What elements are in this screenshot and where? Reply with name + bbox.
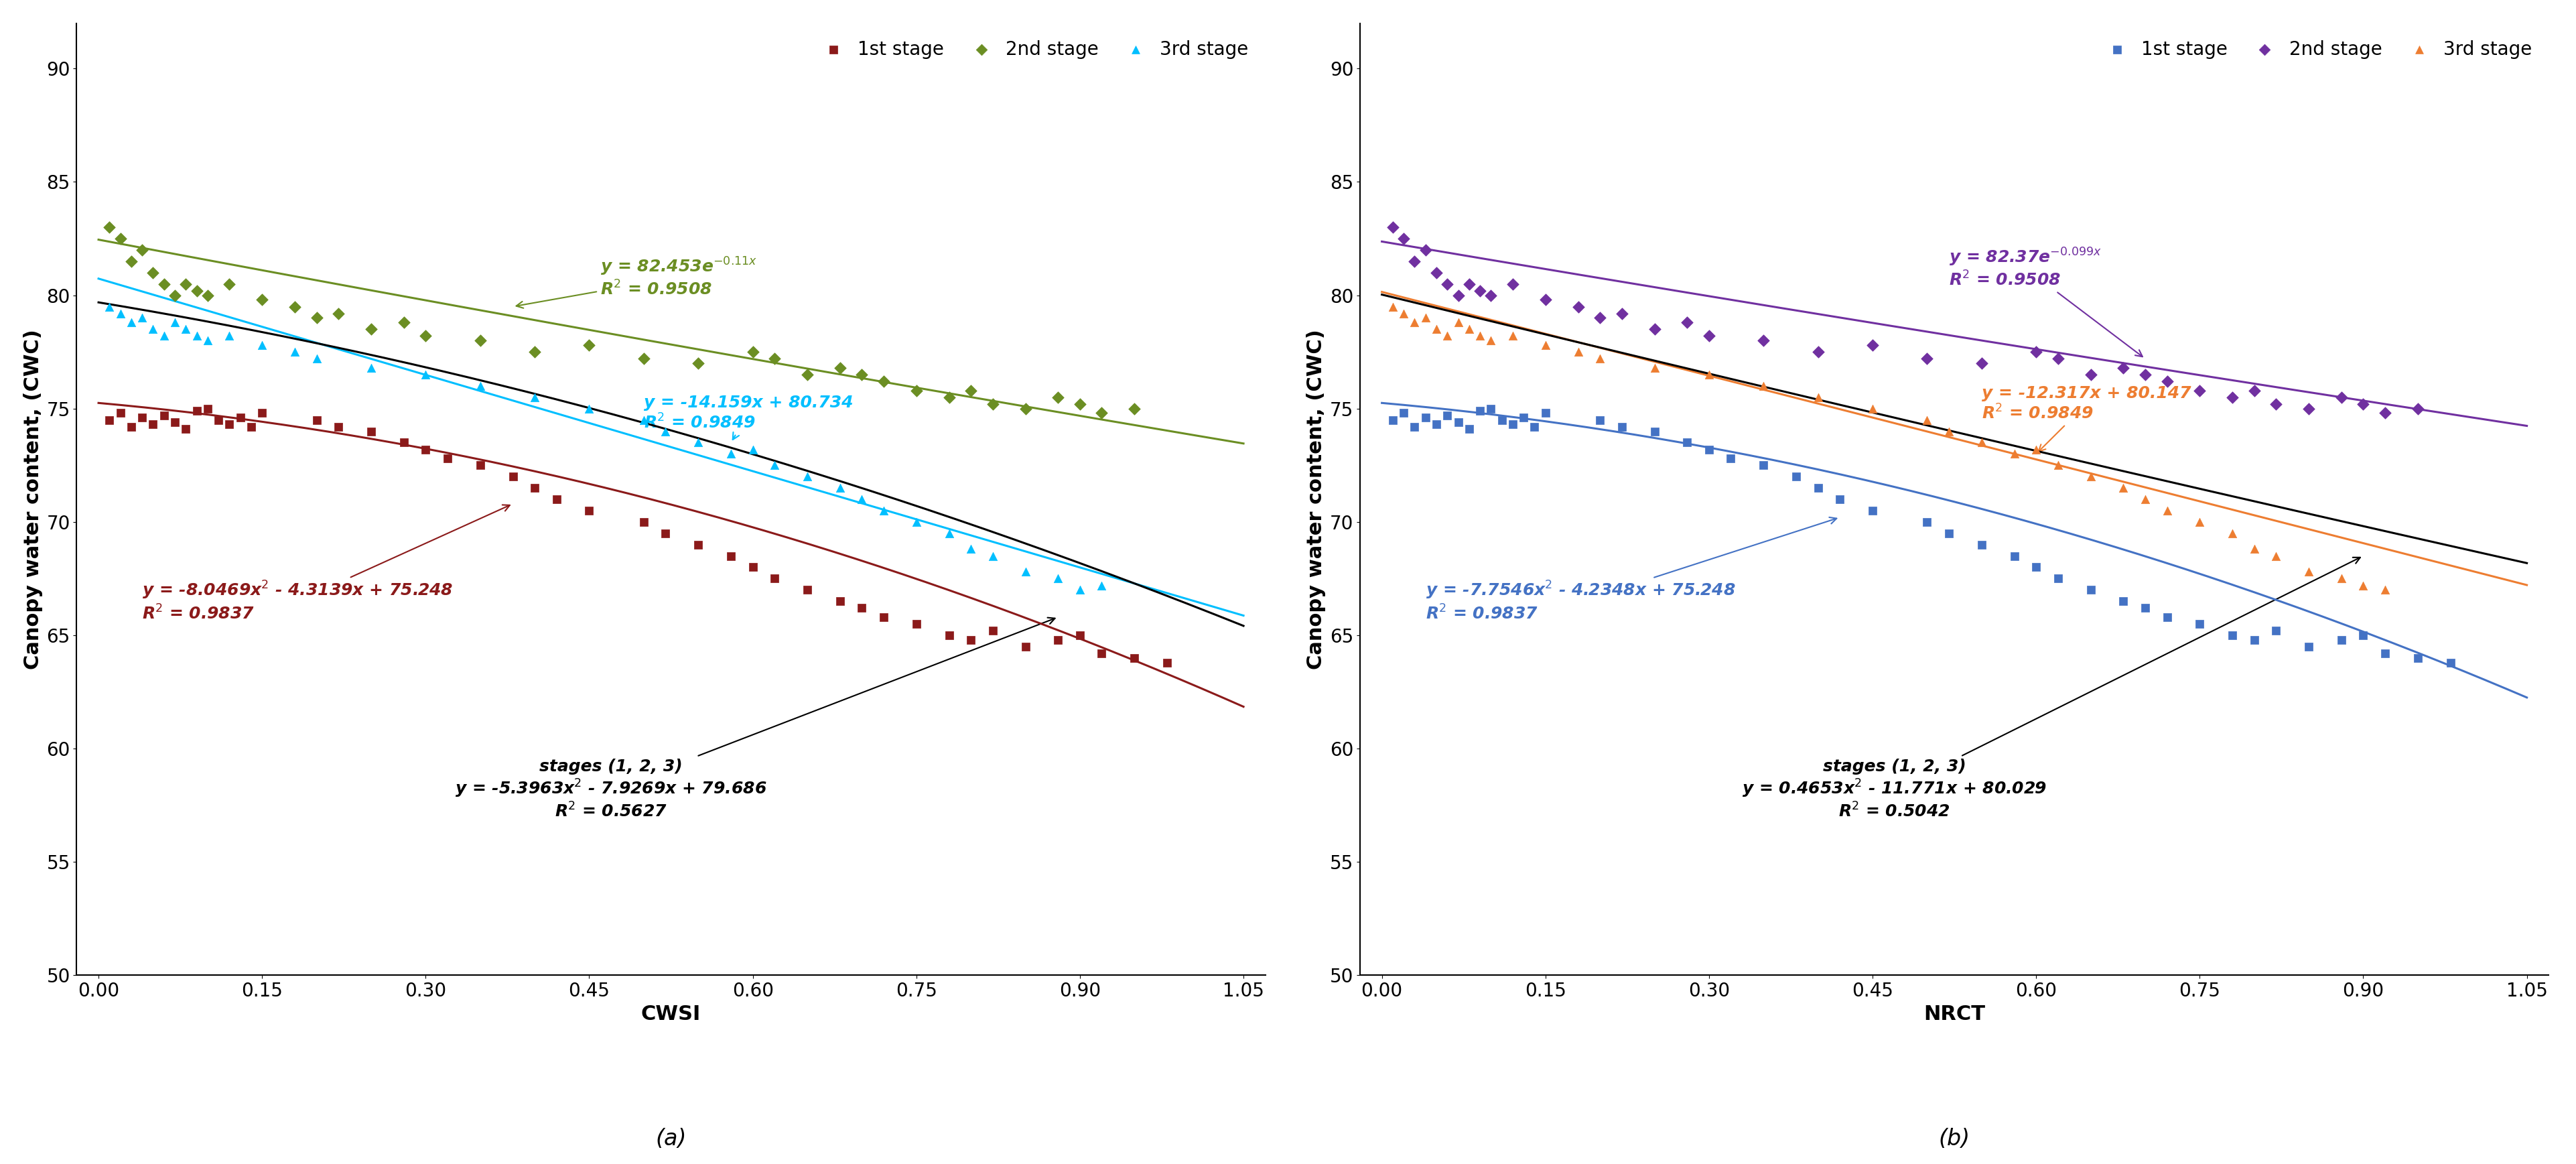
Point	[404, 327, 446, 346]
Point	[644, 421, 685, 440]
Point	[1744, 456, 1785, 475]
Point	[209, 416, 250, 434]
Point	[1852, 502, 1893, 520]
Point	[175, 282, 216, 300]
X-axis label: NRCT: NRCT	[1924, 1005, 1986, 1023]
Point	[2102, 592, 2143, 611]
Point	[1146, 653, 1188, 672]
Point	[1373, 218, 1414, 236]
Point	[1558, 297, 1600, 315]
Point	[165, 320, 206, 339]
Point	[175, 402, 216, 420]
Point	[1471, 286, 1512, 305]
Text: y = -12.317x + 80.147
R$^{2}$ = 0.9849: y = -12.317x + 80.147 R$^{2}$ = 0.9849	[1981, 385, 2192, 452]
Point	[121, 308, 162, 327]
X-axis label: CWSI: CWSI	[641, 1005, 701, 1023]
Point	[1633, 359, 1674, 377]
Point	[842, 490, 884, 509]
Point	[350, 320, 392, 339]
Point	[677, 433, 719, 452]
Point	[100, 229, 142, 248]
Point	[88, 297, 129, 315]
Point	[1710, 449, 1752, 468]
Point	[2398, 648, 2439, 667]
Point	[536, 490, 577, 509]
Legend: 1st stage, 2nd stage, 3rd stage: 1st stage, 2nd stage, 3rd stage	[2092, 33, 2540, 66]
Point	[209, 327, 250, 346]
Point	[1687, 365, 1728, 384]
Point	[677, 535, 719, 554]
Point	[1373, 411, 1414, 430]
Point	[1448, 320, 1489, 339]
Text: stages (1, 2, 3)
y = 0.4653x$^{2}$ - 11.771x + 80.029
R$^{2}$ = 0.5042: stages (1, 2, 3) y = 0.4653x$^{2}$ - 11.…	[1741, 558, 2360, 821]
Point	[2071, 365, 2112, 384]
Point	[2102, 478, 2143, 497]
Point	[188, 332, 229, 350]
Text: y = -8.0469x$^{2}$ - 4.3139x + 75.248
R$^{2}$ = 0.9837: y = -8.0469x$^{2}$ - 4.3139x + 75.248 R$…	[142, 505, 510, 623]
Point	[1906, 349, 1947, 368]
Point	[350, 421, 392, 440]
Point	[155, 286, 196, 305]
Point	[1417, 320, 1458, 339]
Point	[863, 502, 904, 520]
Point	[711, 445, 752, 463]
Point	[1579, 411, 1620, 430]
Point	[1038, 631, 1079, 650]
Point	[1906, 512, 1947, 531]
Point	[1113, 648, 1154, 667]
Point	[2014, 558, 2056, 576]
Point	[515, 388, 556, 406]
Point	[1667, 433, 1708, 452]
Point	[459, 332, 500, 350]
Point	[1633, 320, 1674, 339]
Point	[1038, 569, 1079, 588]
Point	[2179, 615, 2221, 633]
Point	[1082, 576, 1123, 595]
Point	[2257, 547, 2298, 566]
Point	[242, 404, 283, 423]
Point	[2287, 562, 2329, 581]
Point	[1448, 420, 1489, 439]
Point	[144, 275, 185, 293]
Point	[428, 449, 469, 468]
Point	[569, 502, 611, 520]
Point	[384, 433, 425, 452]
Point	[1417, 416, 1458, 434]
Y-axis label: Canopy water content, (CWC): Canopy water content, (CWC)	[23, 329, 44, 669]
Point	[786, 581, 827, 599]
Text: stages (1, 2, 3)
y = -5.3963x$^{2}$ - 7.9269x + 79.686
R$^{2}$ = 0.5627: stages (1, 2, 3) y = -5.3963x$^{2}$ - 7.…	[456, 618, 1056, 821]
Point	[1994, 445, 2035, 463]
Text: (b): (b)	[1940, 1128, 1971, 1150]
Point	[1082, 404, 1123, 423]
Point	[1492, 327, 1533, 346]
Point	[644, 524, 685, 542]
Point	[1852, 399, 1893, 418]
Point	[1579, 349, 1620, 368]
Point	[2287, 399, 2329, 418]
Point	[1667, 313, 1708, 332]
Point	[1383, 229, 1425, 248]
Point	[1059, 626, 1100, 645]
Point	[121, 409, 162, 427]
Text: y = 82.453e$^{-0.11x}$
R$^{2}$ = 0.9508: y = 82.453e$^{-0.11x}$ R$^{2}$ = 0.9508	[515, 256, 757, 308]
Point	[2071, 467, 2112, 485]
Point	[273, 342, 314, 361]
Point	[2321, 569, 2362, 588]
Point	[1929, 524, 1971, 542]
Point	[144, 406, 185, 425]
Point	[1687, 440, 1728, 459]
Point	[623, 512, 665, 531]
Point	[2398, 399, 2439, 418]
Point	[459, 377, 500, 396]
Point	[1602, 418, 1643, 436]
Point	[786, 365, 827, 384]
Point	[404, 440, 446, 459]
Point	[2365, 581, 2406, 599]
Point	[2038, 569, 2079, 588]
Point	[2014, 342, 2056, 361]
Point	[1113, 399, 1154, 418]
Point	[2321, 631, 2362, 650]
Point	[2233, 631, 2275, 650]
Point	[755, 349, 796, 368]
Legend: 1st stage, 2nd stage, 3rd stage: 1st stage, 2nd stage, 3rd stage	[809, 33, 1257, 66]
